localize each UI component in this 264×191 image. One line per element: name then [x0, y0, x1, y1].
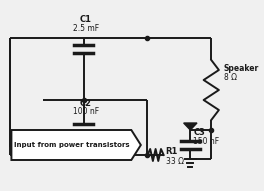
- Text: C1: C1: [80, 15, 92, 24]
- Text: C3: C3: [193, 128, 205, 137]
- Text: Input from power transistors: Input from power transistors: [13, 142, 129, 148]
- Text: 2.5 mF: 2.5 mF: [73, 24, 99, 33]
- Text: C2: C2: [80, 99, 92, 108]
- Text: 150 nF: 150 nF: [193, 137, 219, 146]
- Polygon shape: [184, 123, 197, 130]
- Text: 33 Ω: 33 Ω: [166, 156, 183, 165]
- Text: 100 nF: 100 nF: [73, 107, 99, 116]
- Polygon shape: [11, 130, 141, 160]
- Text: 8 Ω: 8 Ω: [224, 73, 237, 82]
- Text: Speaker: Speaker: [224, 64, 259, 73]
- Text: R1: R1: [166, 146, 178, 155]
